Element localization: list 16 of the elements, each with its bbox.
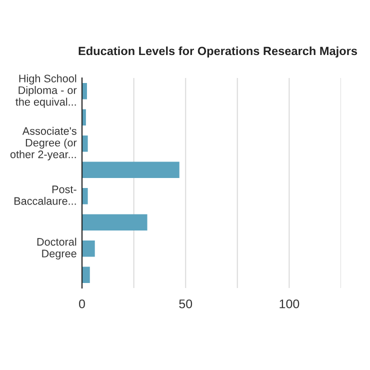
bar: [82, 266, 90, 284]
y-tick-label: Post-Baccalaure...: [14, 186, 76, 205]
x-tick-label: 100: [280, 299, 300, 308]
bar: [82, 109, 86, 126]
y-tick-label: Associate's Degree (or other 2-year...: [10, 126, 77, 160]
y-tick-label: High School Diploma - or the equival...: [16, 74, 77, 108]
x-tick-label: 50: [179, 299, 192, 308]
y-tick-label: Doctoral Degree: [37, 238, 76, 260]
bar: [82, 188, 88, 204]
bar: [82, 240, 95, 257]
bar: [82, 214, 148, 231]
bar: [82, 162, 180, 178]
bar: [82, 135, 88, 152]
x-tick-label: 0: [79, 299, 85, 308]
bar: [82, 82, 87, 100]
chart-title: Education Levels for Operations Research Majors: [78, 46, 357, 58]
